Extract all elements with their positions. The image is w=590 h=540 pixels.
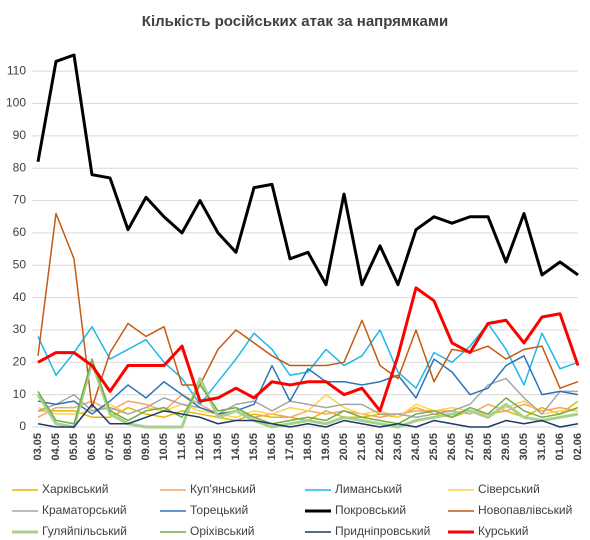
x-tick-label: 21.05 [356, 433, 368, 461]
legend-label: Новопавлівський [478, 503, 572, 517]
legend-label: Оріхівський [190, 524, 255, 538]
y-tick-label: 40 [13, 290, 27, 304]
y-tick-label: 20 [13, 354, 27, 368]
y-tick-label: 90 [13, 128, 27, 142]
legend-label: Курський [478, 524, 528, 538]
y-tick-label: 70 [13, 193, 27, 207]
x-tick-label: 17.05 [284, 433, 296, 461]
x-tick-label: 07.05 [104, 433, 116, 461]
x-tick-label: 26.05 [446, 433, 458, 461]
x-tick-label: 18.05 [302, 433, 314, 461]
y-tick-label: 10 [13, 387, 27, 401]
legend-label: Покровський [335, 503, 406, 517]
y-tick-label: 50 [13, 257, 27, 271]
series-line [37, 286, 580, 413]
y-tick-label: 60 [13, 225, 27, 239]
x-tick-label: 15.05 [248, 433, 260, 461]
x-tick-label: 19.05 [320, 433, 332, 461]
x-tick-label: 05.05 [68, 433, 80, 461]
legend-label: Краматорський [42, 503, 127, 517]
y-tick-label: 110 [7, 63, 26, 77]
legend-label: Лиманський [335, 482, 402, 496]
legend-label: Торецький [190, 503, 248, 517]
legend-label: Харківський [42, 482, 108, 496]
x-tick-label: 27.05 [464, 433, 476, 461]
legend-label: Сіверський [478, 482, 540, 496]
x-tick-label: 22.05 [374, 433, 386, 461]
x-tick-label: 01.06 [554, 433, 566, 461]
legend-label: Куп'янський [190, 482, 256, 496]
x-tick-label: 14.05 [230, 433, 242, 461]
x-tick-label: 23.05 [392, 433, 404, 461]
x-tick-label: 06.05 [86, 433, 98, 461]
series-line [36, 53, 579, 287]
series-line [37, 212, 579, 409]
x-tick-label: 08.05 [122, 433, 134, 461]
chart-title: Кількість російських атак за напрямками [142, 13, 448, 30]
series-line [37, 358, 579, 425]
x-tick-label: 25.05 [428, 433, 440, 461]
x-tick-label: 20.05 [338, 433, 350, 461]
legend-label: Гуляйпільський [42, 524, 127, 538]
legend-label: Придніпровський [335, 524, 430, 538]
x-tick-label: 31.05 [536, 433, 548, 461]
series-line [37, 355, 579, 415]
y-tick-label: 100 [6, 96, 26, 110]
x-tick-label: 09.05 [140, 433, 152, 461]
x-tick-label: 28.05 [482, 433, 494, 461]
series-line [37, 377, 578, 419]
x-tick-label: 29.05 [500, 433, 512, 461]
x-tick-label: 10.05 [158, 433, 170, 461]
x-tick-label: 12.05 [194, 433, 206, 461]
x-tick-label: 30.05 [518, 433, 530, 461]
y-tick-label: 0 [19, 419, 26, 433]
x-tick-label: 24.05 [410, 433, 422, 461]
x-tick-label: 04.05 [50, 433, 62, 461]
y-tick-label: 30 [13, 322, 27, 336]
x-tick-label: 03.05 [32, 433, 44, 461]
x-tick-label: 02.06 [572, 433, 584, 461]
y-tick-label: 80 [13, 160, 27, 174]
x-tick-label: 16.05 [266, 433, 278, 461]
series-line [37, 403, 579, 428]
x-tick-label: 13.05 [212, 433, 224, 461]
x-tick-label: 11.05 [176, 433, 188, 460]
